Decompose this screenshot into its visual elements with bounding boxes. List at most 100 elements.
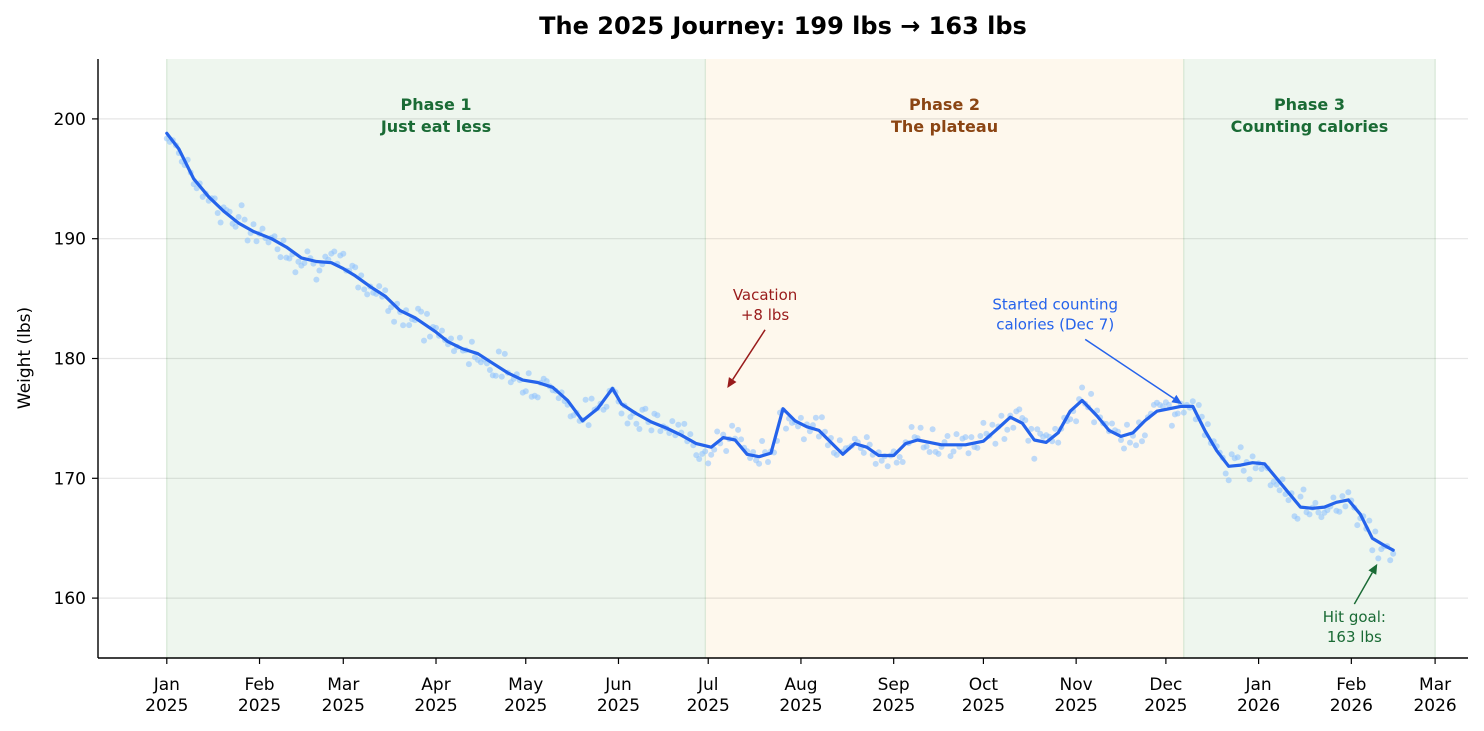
weigh-in-point-59 bbox=[340, 250, 347, 257]
weigh-in-point-288 bbox=[1025, 437, 1032, 444]
axes: 160 170 180 190 200 Jan 2025 Feb 2025 Mar 2025 Apr 2… bbox=[54, 59, 1468, 716]
weigh-in-point-198 bbox=[756, 460, 763, 467]
weigh-in-point-192 bbox=[738, 436, 745, 443]
weigh-in-point-111 bbox=[495, 348, 502, 355]
weigh-in-point-304 bbox=[1073, 418, 1080, 425]
annotation-arrow-3 bbox=[1353, 572, 1373, 605]
trend-line bbox=[165, 131, 1395, 552]
x-tick-label-14: Mar 2026 bbox=[1413, 675, 1456, 716]
weigh-in-point-212 bbox=[797, 414, 804, 421]
weigh-in-point-258 bbox=[935, 450, 942, 457]
weigh-in-point-113 bbox=[501, 350, 508, 357]
weigh-in-point-404 bbox=[1372, 528, 1379, 535]
annotation-arrowhead-3 bbox=[1368, 563, 1378, 575]
weigh-in-point-24 bbox=[235, 214, 242, 220]
weigh-in-point-147 bbox=[603, 403, 610, 410]
weigh-in-point-254 bbox=[923, 443, 930, 450]
weigh-in-point-241 bbox=[884, 463, 891, 470]
weigh-in-point-310 bbox=[1091, 419, 1098, 426]
weigh-in-point-306 bbox=[1079, 384, 1086, 391]
weigh-in-point-173 bbox=[681, 420, 688, 427]
x-tick-label-7: Aug 2025 bbox=[779, 675, 822, 716]
x-tick-label-8: Sep 2025 bbox=[872, 675, 915, 716]
weigh-in-point-157 bbox=[633, 420, 640, 427]
weigh-in-point-359 bbox=[1237, 444, 1244, 451]
weigh-in-point-372 bbox=[1276, 487, 1283, 494]
weigh-in-point-219 bbox=[818, 414, 825, 421]
weigh-in-point-271 bbox=[974, 444, 981, 451]
weigh-in-point-183 bbox=[711, 446, 718, 453]
weigh-in-point-324 bbox=[1133, 442, 1139, 449]
weigh-in-point-269 bbox=[968, 434, 975, 441]
weigh-in-point-392 bbox=[1336, 508, 1343, 515]
weigh-in-point-120 bbox=[522, 388, 529, 395]
y-tick-label-160: 160 bbox=[54, 589, 86, 609]
weigh-in-point-285 bbox=[1016, 406, 1023, 413]
weigh-in-point-127 bbox=[543, 378, 550, 385]
weigh-in-point-348 bbox=[1204, 421, 1211, 428]
weigh-in-point-262 bbox=[947, 453, 954, 460]
weigh-in-point-290 bbox=[1031, 455, 1038, 462]
weigh-in-point-272 bbox=[977, 433, 984, 439]
weigh-in-point-43 bbox=[292, 269, 299, 276]
weigh-in-point-380 bbox=[1300, 486, 1307, 493]
weigh-in-point-355 bbox=[1225, 477, 1232, 484]
weigh-in-point-98 bbox=[456, 334, 463, 341]
weigh-in-point-71 bbox=[376, 283, 383, 290]
weigh-in-point-273 bbox=[980, 419, 987, 426]
weigh-in-point-30 bbox=[253, 238, 260, 245]
y-tick-label-190: 190 bbox=[54, 230, 86, 250]
annotation-arrow-1 bbox=[732, 329, 766, 380]
weigh-in-point-393 bbox=[1339, 493, 1346, 500]
weigh-in-point-378 bbox=[1294, 515, 1301, 522]
weigh-in-point-65 bbox=[358, 272, 365, 279]
weigh-in-point-233 bbox=[860, 449, 867, 456]
weigh-in-point-358 bbox=[1234, 454, 1241, 461]
weigh-in-point-196 bbox=[750, 449, 757, 455]
x-tick-label-11: Dec 2025 bbox=[1144, 675, 1187, 716]
weigh-in-point-245 bbox=[896, 454, 903, 460]
weigh-in-point-140 bbox=[582, 396, 589, 403]
weigh-in-point-178 bbox=[696, 456, 703, 462]
weigh-in-point-108 bbox=[486, 367, 493, 373]
weigh-in-point-187 bbox=[723, 448, 730, 454]
weigh-in-point-268 bbox=[965, 450, 972, 457]
x-tick-label-6: Jul 2025 bbox=[687, 675, 730, 716]
weigh-in-point-362 bbox=[1246, 476, 1253, 483]
weigh-in-point-199 bbox=[759, 438, 766, 444]
x-tick-label-3: Apr 2025 bbox=[414, 675, 457, 716]
weigh-in-point-249 bbox=[908, 424, 915, 430]
weigh-in-point-79 bbox=[400, 322, 407, 329]
weigh-in-point-379 bbox=[1297, 493, 1304, 500]
weigh-in-point-63 bbox=[352, 264, 359, 271]
weigh-in-point-47 bbox=[304, 248, 311, 255]
x-tick-label-13: Feb 2026 bbox=[1330, 675, 1373, 716]
weigh-in-point-86 bbox=[421, 337, 427, 344]
weigh-in-point-101 bbox=[465, 361, 472, 368]
weigh-in-point-186 bbox=[720, 431, 727, 438]
weigh-in-point-217 bbox=[812, 414, 819, 421]
weigh-in-point-405 bbox=[1375, 555, 1382, 562]
weigh-in-point-189 bbox=[729, 422, 736, 429]
weigh-in-point-46 bbox=[301, 260, 308, 266]
weigh-in-point-390 bbox=[1330, 494, 1337, 501]
weigh-in-point-110 bbox=[492, 372, 499, 379]
weigh-in-point-279 bbox=[998, 412, 1005, 419]
weigh-in-point-165 bbox=[657, 428, 664, 435]
weigh-in-point-87 bbox=[424, 310, 430, 317]
weigh-in-point-338 bbox=[1174, 410, 1181, 417]
weigh-in-point-261 bbox=[944, 433, 951, 439]
weigh-in-point-256 bbox=[929, 426, 936, 433]
weigh-in-point-335 bbox=[1165, 401, 1172, 408]
weigh-in-point-297 bbox=[1052, 425, 1059, 432]
weigh-in-point-95 bbox=[448, 335, 454, 342]
weigh-in-point-201 bbox=[765, 459, 771, 465]
weigh-in-point-175 bbox=[687, 431, 694, 438]
phase-backgrounds bbox=[166, 59, 1436, 658]
x-tick-label-12: Jan 2026 bbox=[1237, 675, 1280, 716]
weigh-in-point-66 bbox=[361, 286, 368, 293]
weigh-in-point-354 bbox=[1222, 470, 1229, 477]
weigh-in-point-403 bbox=[1369, 547, 1376, 554]
weigh-in-point-121 bbox=[525, 370, 532, 377]
